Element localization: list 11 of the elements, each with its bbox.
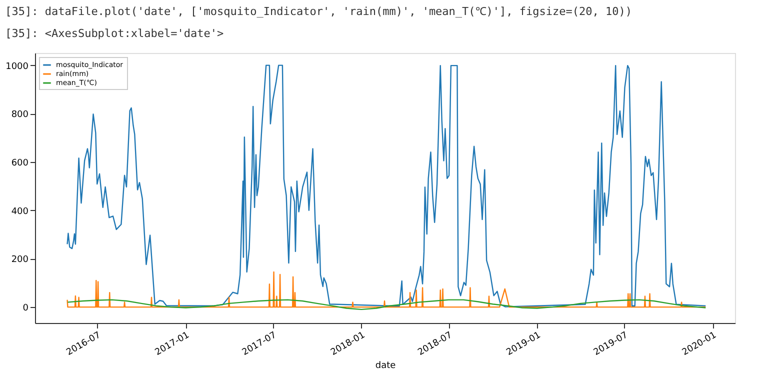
y-tick-label: 0 (22, 304, 29, 314)
y-tick-label: 200 (11, 255, 29, 266)
x-axis-title: date (375, 361, 396, 372)
line-series (67, 299, 706, 310)
text: [35]: dataFile.plot('date', ['mosquito_Indicator', 'rain(mm)', 'mean_T(℃)'], figsize=(20, 10)) (5, 5, 632, 18)
y-tick-label: 800 (11, 110, 29, 120)
y-tick-label: 1000 (6, 62, 29, 72)
y-tick-label: 600 (11, 158, 29, 169)
y-tick-label: 400 (11, 206, 29, 217)
line-series (66, 271, 706, 308)
text: [35]: <AxesSubplot:xlabel='date'> (5, 27, 224, 40)
